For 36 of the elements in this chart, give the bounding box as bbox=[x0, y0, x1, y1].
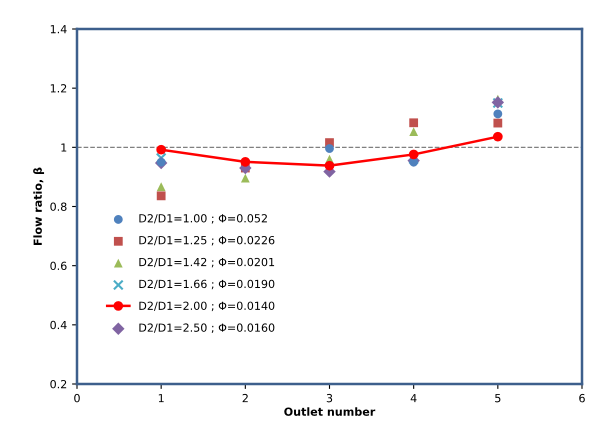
x-tick-label: 2 bbox=[242, 394, 248, 402]
legend-label: D2/D1=1.00 ; Φ=0.052 bbox=[139, 214, 267, 224]
point bbox=[492, 132, 503, 142]
point bbox=[325, 144, 334, 153]
point bbox=[408, 150, 419, 160]
point bbox=[156, 152, 167, 164]
x-tick-label: 4 bbox=[410, 394, 417, 402]
x-tick-label: 3 bbox=[326, 394, 332, 402]
legend-label: D2/D1=1.42 ; Φ=0.0201 bbox=[139, 258, 274, 268]
y-tick-label: 1.4 bbox=[50, 25, 67, 34]
legend-label: D2/D1=2.50 ; Φ=0.0160 bbox=[139, 323, 274, 333]
legend-label: D2/D1=2.00 ; Φ=0.0140 bbox=[139, 302, 274, 312]
point bbox=[156, 191, 166, 200]
y-axis-title: Flow ratio, β bbox=[33, 168, 44, 245]
point bbox=[409, 118, 418, 128]
x-tick-label: 5 bbox=[495, 394, 500, 402]
y-tick-label: 1 bbox=[61, 143, 66, 152]
point bbox=[156, 182, 166, 192]
point bbox=[324, 160, 334, 171]
point bbox=[493, 118, 502, 128]
legend-label: D2/D1=1.25 ; Φ=0.0226 bbox=[139, 236, 274, 246]
point bbox=[240, 156, 250, 167]
point bbox=[409, 127, 418, 136]
y-tick-label: 0.2 bbox=[50, 380, 66, 388]
x-tick-label: 1 bbox=[158, 394, 164, 402]
y-tick-label: 0.6 bbox=[50, 262, 67, 270]
x-tick-label: 6 bbox=[579, 394, 585, 402]
y-tick-label: 0.8 bbox=[50, 202, 67, 211]
x-axis-title: Outlet number bbox=[284, 407, 376, 416]
point bbox=[493, 110, 502, 118]
y-tick-label: 1.2 bbox=[50, 84, 66, 92]
y-tick-label: 0.4 bbox=[50, 320, 67, 330]
legend-label: D2/D1=1.66 ; Φ=0.0190 bbox=[139, 280, 274, 290]
x-tick-label: 0 bbox=[74, 394, 80, 402]
point bbox=[240, 174, 250, 182]
point bbox=[156, 144, 166, 155]
